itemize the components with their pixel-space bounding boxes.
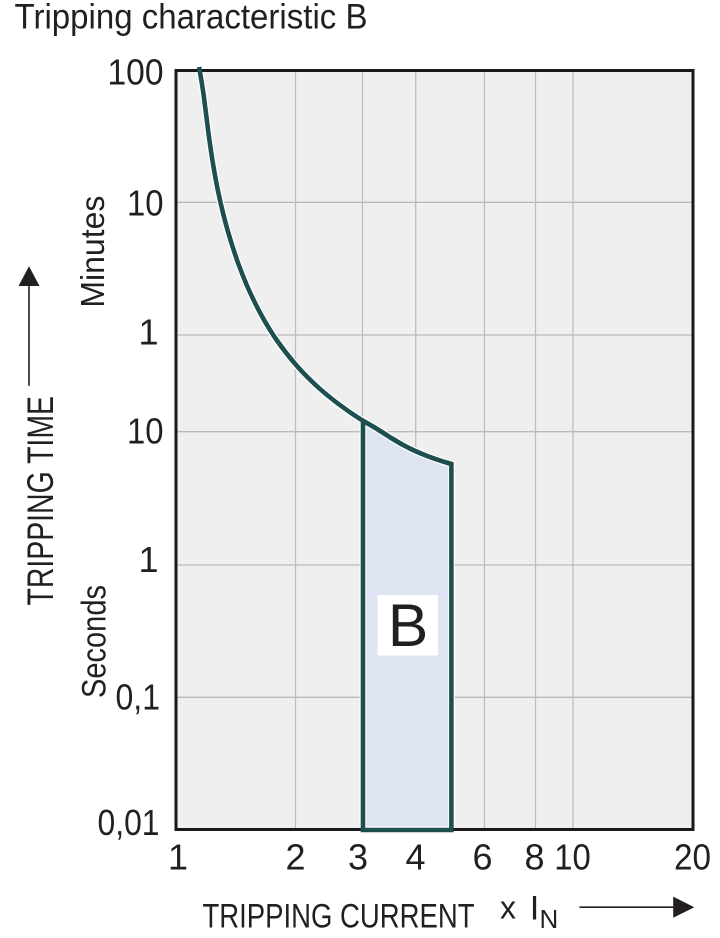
svg-text:8: 8 xyxy=(524,837,544,878)
svg-text:TRIPPING TIME: TRIPPING TIME xyxy=(20,396,61,606)
svg-text:20: 20 xyxy=(674,837,711,878)
svg-text:Minutes: Minutes xyxy=(74,196,111,308)
svg-text:1: 1 xyxy=(138,312,158,353)
svg-text:1: 1 xyxy=(168,837,188,878)
svg-text:2: 2 xyxy=(285,837,305,878)
svg-text:4: 4 xyxy=(405,837,425,878)
svg-text:100: 100 xyxy=(108,51,164,92)
svg-text:B: B xyxy=(388,591,428,659)
svg-text:TRIPPING CURRENT: TRIPPING CURRENT xyxy=(203,897,475,935)
svg-text:0,01: 0,01 xyxy=(98,802,160,843)
svg-text:Seconds: Seconds xyxy=(76,585,114,698)
svg-text:3: 3 xyxy=(348,837,368,878)
svg-text:10: 10 xyxy=(127,182,164,223)
svg-text:10: 10 xyxy=(554,837,591,878)
svg-text:6: 6 xyxy=(472,837,492,878)
svg-text:I: I xyxy=(530,889,540,927)
svg-text:N: N xyxy=(540,904,559,934)
svg-text:1: 1 xyxy=(138,539,158,580)
svg-text:10: 10 xyxy=(127,411,164,452)
svg-text:Tripping characteristic B: Tripping characteristic B xyxy=(15,0,368,36)
svg-text:x: x xyxy=(500,889,516,925)
svg-text:0,1: 0,1 xyxy=(116,676,161,717)
